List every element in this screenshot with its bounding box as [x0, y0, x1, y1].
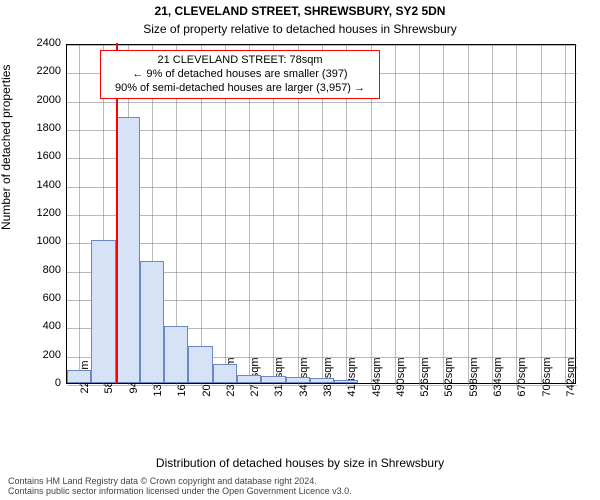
annotation-line: ← 9% of detached houses are smaller (397… — [107, 68, 373, 82]
annotation-line: 90% of semi-detached houses are larger (… — [107, 82, 373, 96]
y-tick-label: 2400 — [37, 37, 67, 49]
x-axis-label: Distribution of detached houses by size … — [0, 456, 600, 470]
histogram-bar — [164, 326, 188, 383]
x-tick-label: 562sqm — [443, 357, 455, 396]
attribution-line2: Contains public sector information licen… — [8, 486, 352, 496]
gridline-v — [419, 45, 420, 385]
gridline-v — [565, 45, 566, 385]
gridline-v — [516, 45, 517, 385]
y-axis-label: Number of detached properties — [0, 65, 13, 230]
histogram-bar — [91, 240, 115, 383]
y-tick-label: 1600 — [37, 150, 67, 162]
histogram-bar — [334, 380, 358, 383]
annotation-line: 21 CLEVELAND STREET: 78sqm — [107, 54, 373, 68]
x-tick-label: 742sqm — [565, 357, 577, 396]
x-tick-label: 706sqm — [541, 357, 553, 396]
gridline-v — [468, 45, 469, 385]
histogram-bar — [310, 378, 334, 383]
y-tick-label: 400 — [43, 320, 67, 332]
histogram-bar — [261, 376, 285, 383]
gridline-v — [541, 45, 542, 385]
histogram-bar — [188, 346, 212, 383]
y-tick-label: 1000 — [37, 235, 67, 247]
y-tick-label: 800 — [43, 264, 67, 276]
x-tick-label: 670sqm — [516, 357, 528, 396]
gridline-v — [443, 45, 444, 385]
histogram-bar — [286, 377, 310, 383]
y-tick-label: 200 — [43, 349, 67, 361]
attribution-line1: Contains HM Land Registry data © Crown c… — [8, 476, 352, 486]
gridline-v — [395, 45, 396, 385]
attribution-block: Contains HM Land Registry data © Crown c… — [8, 476, 352, 496]
y-tick-label: 1400 — [37, 179, 67, 191]
histogram-bar — [67, 370, 91, 383]
x-tick-label: 526sqm — [419, 357, 431, 396]
y-tick-label: 2200 — [37, 65, 67, 77]
histogram-bar — [140, 261, 164, 383]
page-title-line2: Size of property relative to detached ho… — [0, 22, 600, 36]
y-tick-label: 1200 — [37, 207, 67, 219]
annotation-box: 21 CLEVELAND STREET: 78sqm← 9% of detach… — [100, 50, 380, 99]
x-tick-label: 418sqm — [346, 357, 358, 396]
y-tick-label: 600 — [43, 292, 67, 304]
y-tick-label: 2000 — [37, 94, 67, 106]
gridline-v — [492, 45, 493, 385]
x-tick-label: 634sqm — [492, 357, 504, 396]
histogram-bar — [213, 364, 237, 383]
x-tick-label: 454sqm — [371, 357, 383, 396]
x-tick-label: 490sqm — [395, 357, 407, 396]
histogram-bar — [116, 117, 140, 383]
y-tick-label: 1800 — [37, 122, 67, 134]
y-tick-label: 0 — [55, 377, 67, 389]
histogram-bar — [237, 375, 261, 384]
page-title-line1: 21, CLEVELAND STREET, SHREWSBURY, SY2 5D… — [0, 4, 600, 18]
gridline-v — [79, 45, 80, 385]
x-tick-label: 598sqm — [468, 357, 480, 396]
